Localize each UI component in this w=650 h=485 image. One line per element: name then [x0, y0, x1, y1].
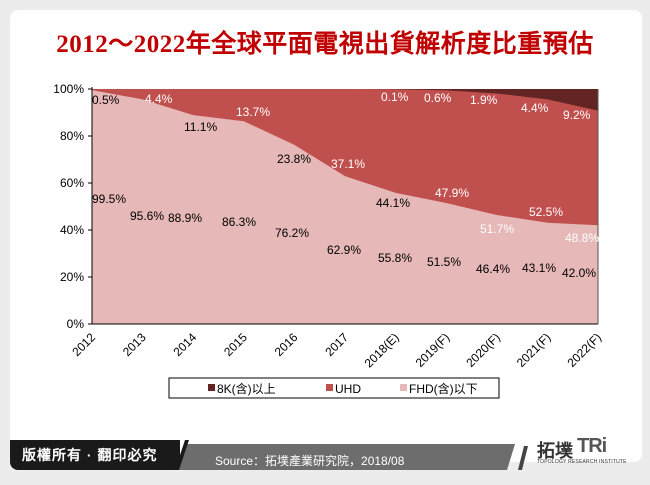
area-fhd — [92, 90, 598, 324]
uhd-value-label: 13.7% — [236, 105, 270, 119]
area-chart: 0% 20% 40% 60% 80% 100% 2012 2013 2014 2015 2016 20… — [53, 82, 605, 399]
logo-subtitle: TOPOLOGY RESEARCH INSTITUTE — [537, 459, 627, 465]
uhd-value-label: 44.1% — [376, 196, 410, 210]
x-tick-label: 2012 — [69, 330, 98, 359]
uhd-value-label: 51.7% — [480, 222, 514, 236]
uhd-value-label: 4.4% — [145, 92, 173, 106]
y-tick-label: 40% — [60, 223, 84, 237]
x-tick-label: 2017 — [322, 330, 351, 359]
8k-value-label: 0.6% — [424, 91, 452, 105]
x-tick-label: 2020(F) — [463, 330, 503, 370]
legend — [168, 377, 500, 399]
x-tick-label: 2021(F) — [514, 330, 554, 370]
uhd-value-label: 52.5% — [529, 205, 563, 219]
legend-label: 8K(含)以上 — [217, 381, 276, 396]
legend-label: FHD(含)以下 — [409, 381, 478, 396]
legend-label: UHD — [335, 382, 361, 396]
fhd-value-label: 42.0% — [562, 266, 596, 280]
footer-slash — [518, 446, 528, 470]
x-tick-label: 2014 — [171, 330, 200, 359]
x-tick-label: 2018(E) — [362, 330, 402, 370]
uhd-value-label: 23.8% — [277, 152, 311, 166]
uhd-value-label: 0.5% — [92, 93, 120, 107]
legend-swatch — [400, 384, 407, 391]
8k-value-label: 0.1% — [381, 90, 409, 104]
x-tick-label: 2019(F) — [413, 330, 453, 370]
x-tick-label: 2016 — [272, 330, 301, 359]
x-tick-label: 2022(F) — [565, 330, 605, 370]
footer-bar-shape — [175, 440, 515, 470]
uhd-value-label: 37.1% — [331, 157, 365, 171]
8k-value-label: 9.2% — [563, 108, 591, 122]
y-tick-label: 20% — [60, 270, 84, 284]
8k-value-label: 1.9% — [470, 93, 498, 107]
legend-swatch — [208, 384, 215, 391]
uhd-value-label: 11.1% — [184, 120, 217, 134]
y-tick-label: 100% — [53, 82, 84, 96]
logo-cn: 拓墣 — [537, 441, 573, 461]
page-title: 2012～2022年全球平面電視出貨解析度比重預估 — [56, 31, 594, 58]
x-tick-label: 2013 — [120, 330, 149, 359]
fhd-value-label: 99.5% — [92, 192, 126, 206]
fhd-value-label: 88.9% — [168, 211, 202, 225]
fhd-value-label: 76.2% — [275, 226, 309, 240]
fhd-value-label: 51.5% — [427, 255, 461, 269]
legend-swatch — [326, 384, 333, 391]
x-tick-label: 2015 — [221, 330, 250, 359]
y-tick-label: 80% — [60, 129, 84, 143]
source-label: Source：拓墣產業研究院，2018/08 — [215, 454, 405, 468]
copyright-label: 版權所有 · 翻印必究 — [10, 440, 180, 470]
fhd-value-label: 95.6% — [130, 209, 164, 223]
tri-logo: 拓墣 TRi TOPOLOGY RESEARCH INSTITUTE — [537, 435, 637, 467]
fhd-value-label: 55.8% — [378, 251, 412, 265]
uhd-value-label: 48.8% — [565, 231, 599, 245]
fhd-value-label: 46.4% — [476, 262, 510, 276]
8k-value-label: 4.4% — [521, 101, 549, 115]
y-tick-label: 0% — [67, 317, 85, 331]
fhd-value-label: 43.1% — [522, 261, 556, 275]
uhd-value-label: 47.9% — [435, 186, 469, 200]
logo-en: TRi — [577, 435, 607, 457]
fhd-value-label: 62.9% — [327, 243, 361, 257]
y-tick-label: 60% — [60, 176, 84, 190]
fhd-value-label: 86.3% — [222, 215, 256, 229]
chart: 0% 20% 40% 60% 80% 100% 2012 2013 2014 2015 2016 20… — [53, 82, 605, 399]
